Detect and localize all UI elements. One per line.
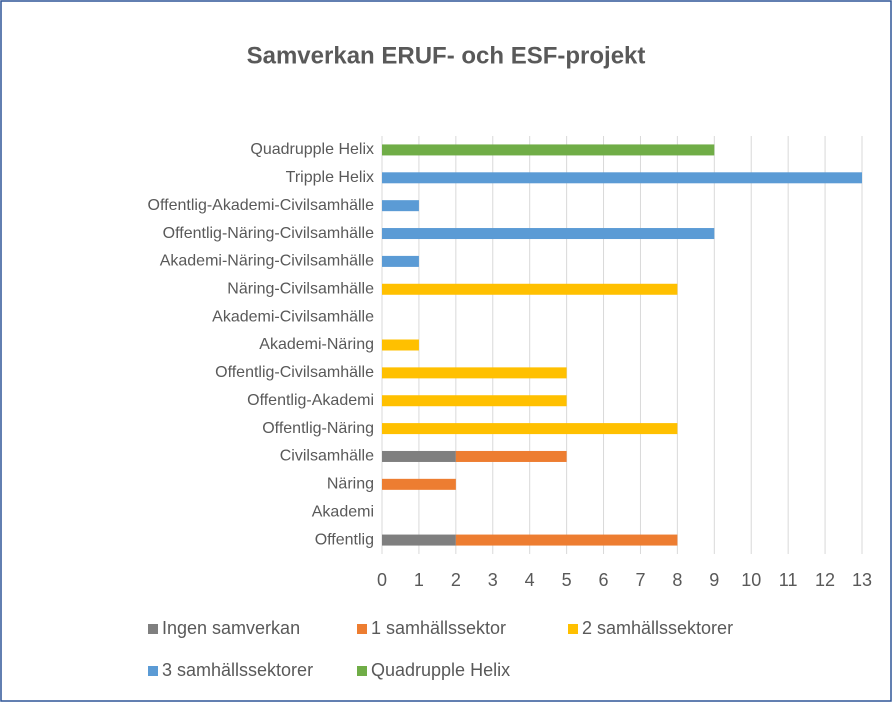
x-tick-label: 13 xyxy=(852,570,872,590)
legend-swatch xyxy=(357,624,367,634)
y-tick-label: Offentlig-Näring xyxy=(262,420,374,437)
legend-label: Ingen samverkan xyxy=(162,618,300,638)
y-tick-label: Akademi-Näring-Civilsamhälle xyxy=(160,253,374,270)
x-tick-label: 6 xyxy=(599,570,609,590)
y-tick-label: Näring xyxy=(327,476,374,493)
bar-segment xyxy=(455,450,567,462)
bar-segment xyxy=(382,144,715,156)
x-tick-label: 8 xyxy=(672,570,682,590)
x-tick-label: 4 xyxy=(525,570,535,590)
legend-swatch xyxy=(148,666,158,676)
bar-segment xyxy=(382,423,678,435)
bar-segment xyxy=(455,534,678,546)
legend-label: Quadrupple Helix xyxy=(371,660,510,680)
bar-segment xyxy=(382,283,678,295)
x-tick-label: 5 xyxy=(562,570,572,590)
legend-label: 1 samhällssektor xyxy=(371,618,506,638)
y-tick-label: Akademi-Näring xyxy=(259,336,374,353)
y-tick-label: Offentlig-Civilsamhälle xyxy=(215,364,374,381)
y-tick-label: Civilsamhälle xyxy=(280,448,374,465)
y-tick-label: Offentlig xyxy=(315,531,374,548)
x-tick-label: 9 xyxy=(709,570,719,590)
bar-segment xyxy=(382,228,715,240)
x-tick-label: 7 xyxy=(635,570,645,590)
x-tick-label: 3 xyxy=(488,570,498,590)
y-tick-label: Quadrupple Helix xyxy=(250,141,374,158)
legend-swatch xyxy=(357,666,367,676)
y-tick-label: Akademi xyxy=(312,503,374,520)
x-tick-label: 1 xyxy=(414,570,424,590)
y-tick-label: Tripple Helix xyxy=(286,169,374,186)
y-tick-label: Offentlig-Akademi xyxy=(247,392,374,409)
bar-segment xyxy=(382,478,456,490)
bar-segment xyxy=(382,450,456,462)
x-tick-label: 11 xyxy=(779,570,798,590)
bar-segment xyxy=(382,200,419,212)
bar-segment xyxy=(382,395,567,407)
x-tick-label: 2 xyxy=(451,570,461,590)
legend-swatch xyxy=(148,624,158,634)
legend-label: 3 samhällssektorer xyxy=(162,660,313,680)
y-tick-label: Näring-Civilsamhälle xyxy=(227,280,374,297)
bar-segment xyxy=(382,172,862,184)
x-tick-label: 0 xyxy=(377,570,387,590)
bar-segment xyxy=(382,534,456,546)
y-tick-label: Akademi-Civilsamhälle xyxy=(212,308,374,325)
bar-segment xyxy=(382,367,567,379)
y-tick-label: Offentlig-Näring-Civilsamhälle xyxy=(163,225,374,242)
legend-label: 2 samhällssektorer xyxy=(582,618,733,638)
x-tick-label: 12 xyxy=(815,570,835,590)
bar-segment xyxy=(382,339,419,351)
legend-swatch xyxy=(568,624,578,634)
y-tick-label: Offentlig-Akademi-Civilsamhälle xyxy=(148,197,375,214)
chart-title: Samverkan ERUF- och ESF-projekt xyxy=(247,42,646,69)
x-tick-label: 10 xyxy=(741,570,761,590)
bar-segment xyxy=(382,255,419,267)
